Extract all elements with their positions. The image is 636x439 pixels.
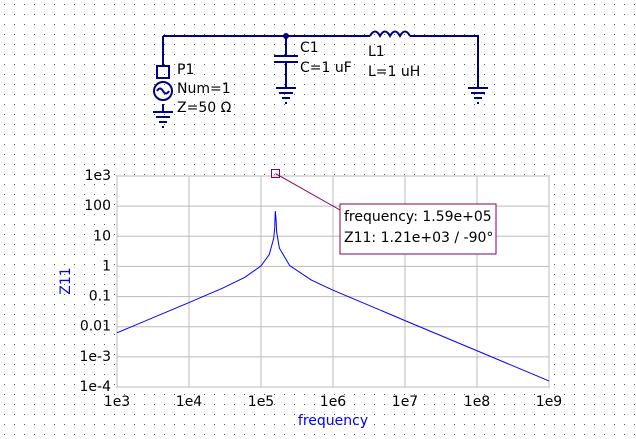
y-axis-label: Z11: [58, 267, 74, 294]
capacitor: [274, 55, 298, 63]
y-tick-label: 0.01: [80, 319, 111, 335]
x-tick-label: 1e3: [104, 394, 130, 410]
component-param: C=1 uF: [300, 60, 352, 76]
x-tick-label: 1e7: [392, 394, 418, 410]
port-source: [153, 81, 173, 101]
x-axis-label: frequency: [298, 413, 368, 429]
marker-point: [271, 169, 281, 179]
component-name: L1: [368, 44, 385, 60]
y-tick-label: 10: [93, 228, 111, 244]
x-tick-label: 1e4: [176, 394, 203, 410]
marker-box: [339, 203, 497, 255]
port-box: [156, 65, 170, 79]
x-tick-label: 1e9: [536, 394, 562, 410]
marker-text: frequency: 1.59e+05: [344, 209, 492, 225]
component-param: Num=1: [177, 81, 231, 97]
ground: [153, 111, 173, 128]
y-tick-label: 1: [102, 258, 111, 274]
port-wave: [156, 87, 170, 95]
component-name: P1: [177, 62, 194, 78]
x-tick-label: 1e8: [464, 394, 490, 410]
x-tick-label: 1e5: [248, 394, 274, 410]
y-tick-label: 1e-3: [80, 349, 111, 365]
inductor: [369, 30, 411, 39]
component-param: L=1 uH: [368, 64, 420, 80]
y-tick-label: 0.1: [89, 289, 111, 305]
y-tick-label: 1e3: [85, 168, 111, 184]
wire: [162, 35, 479, 112]
junction: [283, 33, 289, 39]
chart: frequency Z11 1e-4 1e-3 0.01 0.1 1 10 100 1e3 1e…: [58, 168, 562, 429]
ground: [468, 87, 488, 104]
component-name: C1: [300, 40, 319, 56]
y-tick-label: 100: [84, 198, 111, 214]
y-tick-label: 1e-4: [80, 379, 112, 395]
component-param: Z=50 Ω: [177, 100, 232, 116]
schematic: P1 Num=1 Z=50 Ω C1 C=1 uF L1 L=1 uH: [153, 30, 488, 128]
marker-text: Z11: 1.21e+03 / -90°: [344, 230, 493, 246]
marker-leader: [275, 173, 341, 211]
ground: [276, 87, 296, 104]
x-tick-label: 1e6: [320, 394, 347, 410]
data-line: [116, 211, 550, 382]
